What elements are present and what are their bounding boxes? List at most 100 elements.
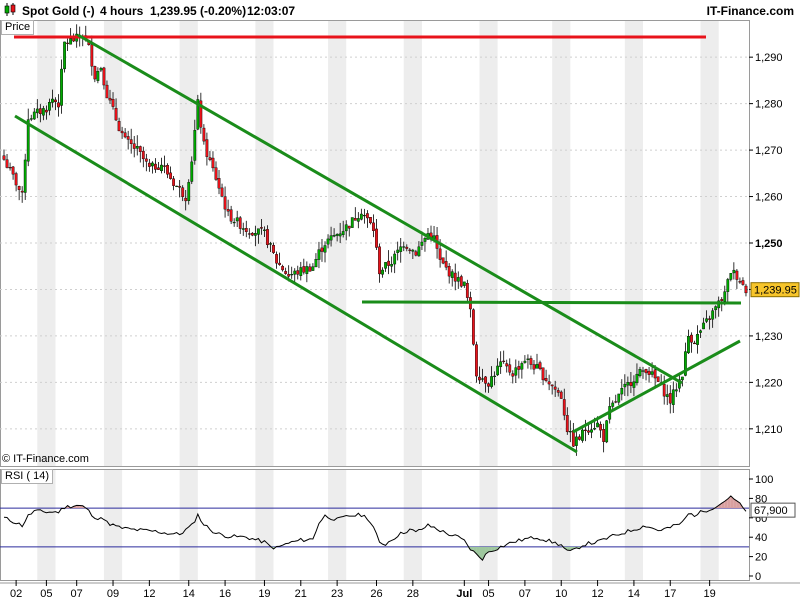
- candle-body: [266, 229, 269, 245]
- candle-body: [626, 382, 630, 386]
- candle-body: [511, 373, 515, 377]
- price-change: 1,239.95 (-0.20%): [150, 4, 247, 18]
- candle-body: [629, 382, 633, 386]
- day-band-shade: [328, 20, 347, 466]
- candle-body: [387, 260, 391, 266]
- candle-body: [447, 266, 451, 277]
- candle-body: [641, 370, 645, 372]
- candle-body: [490, 376, 493, 387]
- rsi-panel-label: RSI ( 14): [1, 469, 54, 484]
- candle-body: [66, 42, 69, 44]
- candle-body: [605, 420, 609, 443]
- candle-body: [359, 213, 363, 220]
- candle-body: [544, 378, 548, 382]
- candle-body: [735, 270, 739, 280]
- candle-body: [69, 38, 73, 45]
- candle-body: [650, 371, 654, 375]
- candle-body: [726, 279, 730, 292]
- candle-body: [505, 363, 509, 367]
- day-band-shade: [624, 469, 644, 580]
- candle-body: [465, 283, 469, 298]
- x-tick-label: 21: [295, 588, 307, 600]
- candle-body: [169, 172, 172, 179]
- x-tick-label: 16: [219, 588, 231, 600]
- price-tick-label: 1,210: [755, 424, 783, 436]
- candle-body: [508, 364, 512, 373]
- candle-body: [332, 234, 336, 237]
- candle-body: [14, 173, 18, 186]
- candle-body: [411, 249, 415, 252]
- day-band-shade: [255, 469, 274, 580]
- candle-body: [462, 281, 466, 286]
- rsi-overbought-fill: [718, 503, 722, 509]
- candle-body: [193, 130, 197, 161]
- candle-body: [163, 165, 166, 167]
- candle-body: [296, 270, 300, 275]
- candle-body: [205, 139, 209, 157]
- candle-body: [475, 344, 478, 377]
- candle-body: [381, 269, 384, 275]
- x-tick-label: 17: [664, 588, 676, 600]
- candle-body: [632, 381, 636, 388]
- candle-body: [253, 232, 257, 236]
- candle-body: [320, 247, 324, 252]
- price-tick-label: 1,220: [755, 377, 783, 389]
- candle-body: [438, 248, 442, 260]
- rsi-value-tag: [750, 502, 796, 518]
- day-band-shade: [479, 469, 498, 580]
- price-tick-label: 1,260: [755, 192, 783, 204]
- candle-body: [217, 178, 221, 189]
- candle-body: [611, 402, 615, 407]
- candle-body: [565, 415, 569, 433]
- candle-body: [677, 379, 681, 389]
- candle-body: [26, 119, 30, 162]
- candle-body: [656, 376, 660, 382]
- candle-body: [135, 146, 139, 149]
- candle-body: [275, 254, 278, 264]
- candle-body: [535, 364, 539, 369]
- x-tick-label: 23: [331, 588, 343, 600]
- rsi-tick-label: 40: [755, 532, 767, 544]
- price-tick-label: 1,280: [755, 99, 783, 111]
- chart-header: Spot Gold (-) 4 hours 1,239.95 (-0.20%) …: [0, 0, 800, 20]
- candle-body: [593, 428, 596, 430]
- candle-body: [208, 157, 212, 160]
- candle-body: [263, 229, 266, 231]
- candle-body: [226, 209, 230, 212]
- candle-body: [284, 271, 288, 274]
- price-tick-label: 1,290: [755, 52, 783, 64]
- candle-body: [63, 41, 66, 70]
- candle-body: [17, 186, 21, 190]
- price-tick-label: 1,270: [755, 145, 783, 157]
- brand-name: IT-Finance.com: [706, 4, 794, 18]
- candle-body: [2, 155, 6, 160]
- candle-body: [690, 334, 693, 343]
- candle-body: [190, 161, 194, 182]
- candle-body: [405, 246, 409, 249]
- candle-body: [453, 272, 457, 282]
- candle-body: [493, 375, 497, 377]
- candle-body: [581, 429, 584, 441]
- candle-body: [157, 167, 160, 170]
- candle-body: [311, 266, 315, 271]
- candle-body: [141, 150, 145, 160]
- candle-body: [232, 221, 236, 224]
- candle-body: [260, 227, 263, 229]
- candle-body: [547, 381, 551, 385]
- candle-body: [523, 360, 527, 363]
- candle-body: [281, 266, 285, 271]
- candle-body: [290, 274, 294, 276]
- candle-body: [487, 383, 490, 387]
- x-tick-label: 05: [40, 588, 52, 600]
- candle-body: [126, 136, 130, 140]
- candle-body: [57, 102, 60, 108]
- candle-body: [178, 185, 182, 188]
- candle-body: [38, 108, 42, 115]
- candle-body: [60, 68, 63, 106]
- candle-body: [229, 209, 233, 222]
- day-band-shade: [328, 469, 347, 580]
- day-band-shade: [103, 20, 123, 466]
- candle-body: [120, 130, 124, 134]
- candle-body: [366, 213, 369, 219]
- candle-body: [214, 167, 218, 180]
